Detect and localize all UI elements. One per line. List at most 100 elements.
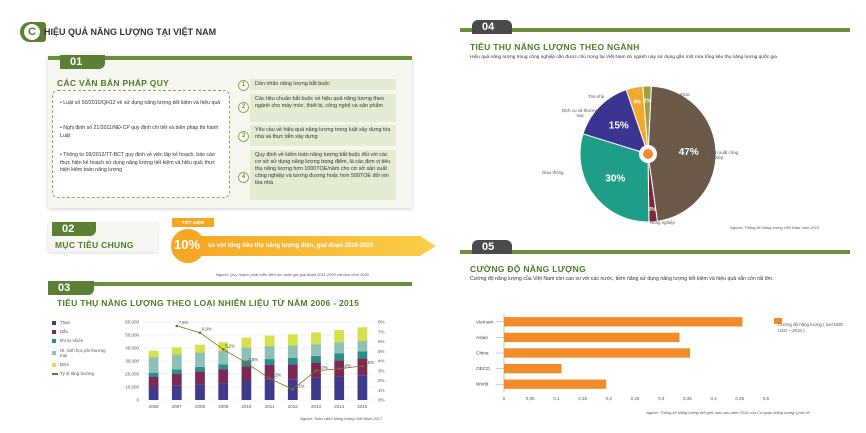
y-tick-label: 20,000 xyxy=(125,372,139,377)
x-tick-label: 0,3 xyxy=(658,396,665,401)
growth-point xyxy=(198,331,202,335)
legend-item-gas: khí tự nhiên xyxy=(52,336,122,345)
bar-segment xyxy=(218,369,229,384)
bar-segment xyxy=(218,364,229,370)
intensity-bar xyxy=(504,317,743,327)
legal-doc-2: • Nghị định số 21/2011/NĐ-CP quy định ch… xyxy=(60,125,219,139)
label-transport: Giao thông xyxy=(542,170,564,175)
section-05-desc: Cường độ năng lượng của Việt Nam còn cao… xyxy=(470,276,774,282)
section-02-title: MỤC TIÊU CHUNG xyxy=(55,240,134,250)
pie-label: 4% xyxy=(634,100,642,106)
x-tick-label: 0,05 xyxy=(526,396,535,401)
bar-segment xyxy=(357,340,368,352)
pie-label: 47% xyxy=(679,147,699,158)
bar-segment xyxy=(264,359,275,365)
section-04-line xyxy=(460,28,850,32)
section-05-line xyxy=(460,250,850,254)
bar-segment xyxy=(311,344,321,356)
y2-tick-label: 1% xyxy=(378,388,385,393)
bar-segment xyxy=(241,380,252,400)
bar-segment xyxy=(171,374,182,386)
bar-segment xyxy=(171,369,182,374)
label-other: Khác xyxy=(680,92,691,97)
legend-swatch xyxy=(52,362,56,367)
x-tick-label: 2009 xyxy=(218,404,229,409)
bar-segment xyxy=(195,371,205,385)
section-03-source: Nguồn: Toàn cảnh Năng lượng Việt Nam 201… xyxy=(300,416,383,421)
growth-label: 3,2% xyxy=(341,363,351,368)
item-4-number: 4 xyxy=(238,172,249,183)
main-title: HIỆU QUẢ NĂNG LƯỢNG TẠI VIỆT NAM xyxy=(44,27,217,37)
growth-point xyxy=(175,324,179,328)
bar-segment xyxy=(311,377,321,400)
y2-tick-label: 2% xyxy=(378,378,385,383)
bar-segment xyxy=(311,332,321,345)
category-label: China xyxy=(476,351,489,357)
legend-item-oil: Dầu xyxy=(52,327,122,336)
x-tick-label: 2008 xyxy=(195,404,206,409)
bar-segment xyxy=(287,334,298,346)
section-03-title: TIÊU THỤ NĂNG LƯỢNG THEO LOẠI NHIÊN LIỆU… xyxy=(57,298,360,308)
legend-item-coal: Than xyxy=(52,318,122,327)
category-label: OECD xyxy=(476,366,490,372)
bar-segment xyxy=(195,344,205,353)
bar-segment xyxy=(357,351,368,359)
bar-segment xyxy=(334,329,345,343)
y2-tick-label: 4% xyxy=(378,359,385,364)
x-tick-label: 0,2 xyxy=(606,396,613,401)
x-tick-label: 2006 xyxy=(149,404,160,409)
section-01-number: 01 xyxy=(60,55,105,69)
intensity-bar xyxy=(504,332,680,343)
pie-label: 30% xyxy=(605,173,625,184)
x-tick-label: 2010 xyxy=(241,404,252,409)
item-1-number: 1 xyxy=(238,80,249,91)
intensity-legend-swatch xyxy=(774,318,782,324)
bar-segment xyxy=(241,366,252,381)
label-services: Dịch vụ và thương mại xyxy=(561,108,599,118)
main-title-letter: C xyxy=(24,24,40,40)
sector-pie-chart: 47%2%30%15%4% 2% xyxy=(579,85,717,223)
section-04-title: TIÊU THỤ NĂNG LƯỢNG THEO NGÀNH xyxy=(470,42,640,52)
pie-label: 2% xyxy=(644,99,652,105)
bar-segment xyxy=(287,364,298,380)
category-label: World xyxy=(476,382,489,388)
x-tick-label: 0 xyxy=(503,396,506,401)
x-tick-label: 0,15 xyxy=(578,396,587,401)
legend-item-biomass: Nl. sinh học phi thương mại xyxy=(52,345,122,360)
bar-segment xyxy=(148,357,159,373)
intensity-bar xyxy=(504,363,562,374)
section-04-source: Nguồn: Thống kê Năng lượng Việt Nam năm … xyxy=(730,225,820,230)
section-04-number: 04 xyxy=(472,20,512,34)
x-tick-label: 0,5 xyxy=(763,396,770,401)
bar-segment xyxy=(334,376,345,400)
intensity-legend: Cường độ năng lượng ( toe/1000 USD – 201… xyxy=(778,322,843,333)
legend-item-electricity: Điện xyxy=(52,360,122,369)
item-3-text: Yêu cầu về hiệu quả năng lượng trong luậ… xyxy=(250,125,396,146)
item-4-text: Quy định về kiểm toán năng lượng bắt buộ… xyxy=(250,150,396,200)
x-tick-label: 0,1 xyxy=(553,396,560,401)
pie-slice xyxy=(579,133,650,223)
category-label: Asian xyxy=(476,335,488,341)
bar-segment xyxy=(195,366,205,372)
growth-point xyxy=(268,377,271,380)
x-tick-label: 2014 xyxy=(334,404,345,409)
bar-segment xyxy=(148,376,159,387)
y-tick-label: 10,000 xyxy=(125,385,139,390)
x-tick-label: 2013 xyxy=(311,404,322,409)
x-tick-label: 0,45 xyxy=(735,396,744,401)
x-tick-label: 0,35 xyxy=(683,396,692,401)
legal-doc-1: • Luật số 50/2010/QH12 về sử dụng năng l… xyxy=(60,100,221,106)
section-01-line xyxy=(48,56,412,60)
pie-slice xyxy=(647,85,717,222)
x-tick-label: 2011 xyxy=(265,404,275,409)
y2-tick-label: 5% xyxy=(378,349,385,354)
x-tick-label: 2007 xyxy=(172,404,183,409)
growth-label: 3,5% xyxy=(364,360,374,365)
legal-docs-box xyxy=(52,90,230,198)
bar-segment xyxy=(264,335,275,347)
section-04-desc: Hiệu quả năng lượng trong công nghiệp cầ… xyxy=(470,55,779,60)
x-tick-label: 2015 xyxy=(357,404,368,409)
bar-segment xyxy=(241,347,252,361)
legend-swatch xyxy=(52,350,56,355)
label-agriculture: Nông nghiệp xyxy=(650,220,675,225)
